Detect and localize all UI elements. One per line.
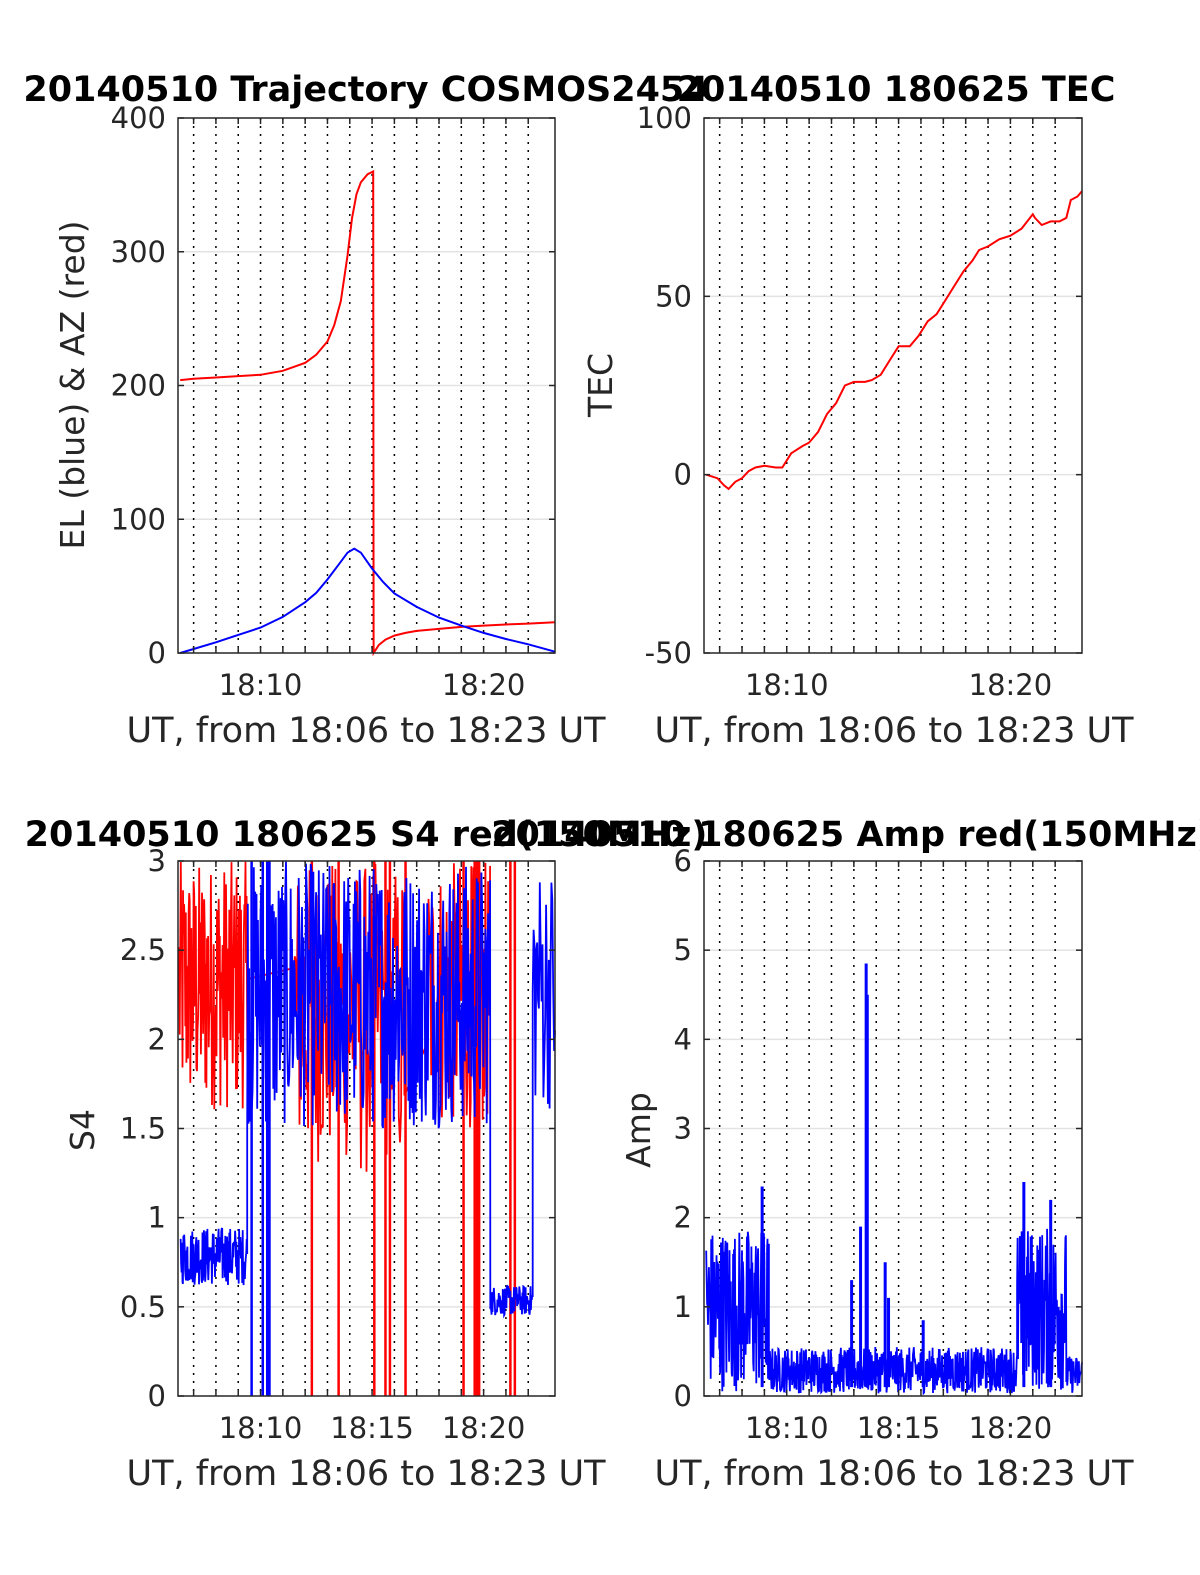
trajectory-xtick-label-0: 18:10: [219, 668, 303, 702]
trajectory-ytick-label-2: 200: [111, 369, 166, 403]
amp-ytick-label-6: 6: [674, 844, 692, 878]
tec-ytick-label-2: 50: [655, 279, 692, 313]
amp-xtick-label-2: 18:20: [969, 1411, 1053, 1445]
tec-axes-frame: [703, 117, 1083, 654]
amp-ytick-label-4: 4: [674, 1022, 692, 1056]
amp-panel: 0 1 2 3 4 5 6 18:10 18:15 18:20 20140510 180625 Am…: [491, 815, 1200, 1494]
trajectory-series-0-line: [180, 169, 556, 657]
amp-ytick-label-5: 5: [674, 933, 692, 967]
amp-ytick-label-2: 2: [674, 1201, 692, 1235]
s4-xtick-label-1: 18:15: [330, 1411, 414, 1445]
tec-ylabel: TEC: [581, 353, 620, 418]
trajectory-xtick-label-1: 18:20: [442, 668, 526, 702]
trajectory-ytick-label-3: 300: [111, 235, 166, 269]
trajectory-series-1-line: [179, 547, 556, 654]
s4-ytick-label-1: 0.5: [120, 1290, 166, 1324]
amp-ytick-label-3: 3: [674, 1112, 692, 1146]
s4-xtick-label-2: 18:20: [442, 1411, 526, 1445]
amp-xlabel: UT, from 18:06 to 18:23 UT: [654, 1454, 1134, 1494]
tec-ytick-label-3: 100: [637, 101, 692, 135]
tec-xtick-label-0: 18:10: [745, 668, 829, 702]
amp-xtick-label-0: 18:10: [745, 1411, 829, 1445]
tec-axes-background: [704, 118, 1082, 653]
amp-ytick-label-1: 1: [674, 1290, 692, 1324]
trajectory-ytick-label-4: 400: [111, 101, 166, 135]
amp-xtick-label-1: 18:15: [857, 1411, 941, 1445]
s4-ytick-label-4: 2: [148, 1022, 166, 1056]
tec-xlabel: UT, from 18:06 to 18:23 UT: [654, 711, 1134, 751]
tec-panel: -50 0 50 100 18:10 18:20 20140510 180625 TEC UT…: [581, 70, 1134, 751]
s4-xtick-label-0: 18:10: [219, 1411, 303, 1445]
tec-xtick-label-1: 18:20: [969, 668, 1053, 702]
tec-ytick-label-1: 0: [674, 458, 692, 492]
amp-title: 20140510 180625 Amp red(150MHz): [491, 815, 1200, 855]
trajectory-ytick-label-1: 100: [111, 502, 166, 536]
trajectory-title: 20140510 Trajectory COSMOS2454: [23, 70, 708, 110]
amp-ylabel: Amp: [619, 1092, 658, 1168]
tec-series-0-line: [705, 190, 1083, 491]
amp-ytick-label-0: 0: [674, 1379, 692, 1413]
s4-title: 20140510 180625 S4 red(150MHz): [25, 815, 708, 855]
trajectory-panel: 0 100 200 300 400 18:10 18:20 20140510 Trajecto…: [23, 70, 708, 751]
amp-series-0-trace: [705, 1228, 1083, 1396]
tec-title: 20140510 180625 TEC: [677, 70, 1116, 110]
s4-series-0-trace: [178, 861, 491, 1174]
s4-series-1-trace: [179, 861, 556, 1319]
trajectory-ytick-label-0: 0: [148, 636, 166, 670]
s4-ytick-label-6: 3: [148, 844, 166, 878]
s4-ytick-label-5: 2.5: [120, 933, 166, 967]
s4-ytick-label-2: 1: [148, 1201, 166, 1235]
s4-panel: 0 0.5 1 1.5 2 2.5 3 18:10 18:15 18:20 20140510 180…: [25, 815, 708, 1494]
tec-ytick-label-0: -50: [645, 636, 692, 670]
s4-ylabel: S4: [63, 1109, 102, 1151]
trajectory-xlabel: UT, from 18:06 to 18:23 UT: [126, 711, 606, 751]
trajectory-ylabel: EL (blue) & AZ (red): [53, 220, 92, 549]
s4-ytick-label-0: 0: [148, 1379, 166, 1413]
s4-xlabel: UT, from 18:06 to 18:23 UT: [126, 1454, 606, 1494]
s4-ytick-label-3: 1.5: [120, 1112, 166, 1146]
